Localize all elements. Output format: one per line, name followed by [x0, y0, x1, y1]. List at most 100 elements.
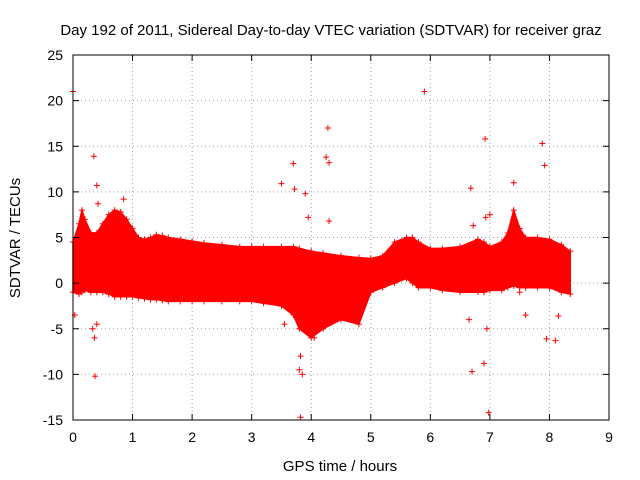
outlier-point	[541, 162, 548, 169]
envelope-point	[165, 298, 172, 305]
outlier-point	[466, 316, 473, 323]
envelope-point	[236, 298, 243, 305]
outlier-point	[516, 289, 523, 296]
outlier-point	[278, 180, 285, 187]
envelope-point	[147, 296, 154, 303]
envelope-point	[427, 245, 434, 252]
envelope-point	[391, 239, 398, 246]
x-tick-label: 2	[188, 429, 196, 445]
envelope-point	[457, 243, 464, 250]
envelope-point	[379, 252, 386, 259]
outlier-point	[552, 337, 559, 344]
envelope-point	[486, 243, 493, 250]
outlier-point	[89, 325, 96, 332]
envelope-point	[123, 216, 130, 223]
outlier-point	[486, 211, 493, 218]
envelope-point	[534, 284, 541, 291]
envelope-point	[117, 208, 124, 215]
envelope-point	[75, 220, 82, 227]
envelope-point	[480, 239, 487, 246]
envelope-point	[338, 316, 344, 323]
envelope-point	[105, 291, 112, 298]
outlier-point	[302, 190, 309, 197]
outlier-point	[281, 321, 288, 328]
envelope-point	[403, 275, 410, 282]
outlier-point	[93, 182, 100, 189]
outlier-point	[326, 218, 333, 225]
envelope-point	[534, 234, 541, 241]
outlier-point	[296, 366, 303, 373]
envelope-point	[427, 284, 434, 291]
y-tick-label: 5	[55, 230, 63, 246]
envelope-point	[290, 243, 297, 250]
outlier-point	[421, 88, 428, 95]
envelope-point	[522, 234, 529, 241]
envelope-point	[504, 229, 511, 236]
envelope-point	[415, 284, 422, 291]
envelope-point	[290, 312, 297, 319]
envelope-point	[78, 207, 85, 214]
envelope-point	[379, 284, 386, 291]
envelope-point	[260, 243, 267, 250]
outlier-point	[539, 140, 546, 147]
envelope-point	[159, 297, 166, 304]
envelope-point	[189, 238, 196, 245]
x-tick-label: 4	[307, 429, 315, 445]
y-axis-label: SDTVAR / TECUs	[7, 178, 24, 298]
envelope-point	[87, 229, 94, 236]
envelope-point	[320, 325, 327, 332]
envelope-point	[558, 289, 565, 296]
outlier-point	[95, 200, 102, 207]
envelope-point	[260, 300, 267, 307]
outlier-point	[291, 186, 298, 193]
envelope-point	[129, 225, 136, 232]
envelope-point	[236, 243, 243, 250]
outlier-point	[482, 214, 489, 221]
outlier-point	[543, 335, 550, 342]
envelope-point	[409, 280, 416, 287]
envelope-point	[99, 220, 106, 227]
outlier-point	[297, 353, 304, 360]
envelope-point	[93, 229, 100, 236]
envelope-point	[308, 248, 315, 255]
data-points	[70, 88, 574, 421]
envelope-point	[248, 298, 255, 305]
outlier-point	[290, 160, 297, 167]
x-tick-label: 3	[248, 429, 256, 445]
y-tick-label: -10	[43, 366, 63, 382]
envelope-point	[99, 289, 106, 296]
y-tick-label: 25	[47, 47, 63, 63]
envelope-point	[177, 236, 184, 243]
outlier-point	[299, 371, 306, 378]
envelope-point	[558, 241, 565, 248]
envelope-point	[135, 294, 142, 301]
y-tick-label: 20	[47, 93, 63, 109]
outlier-point	[482, 135, 489, 142]
envelope-point	[296, 245, 303, 252]
outlier-point	[470, 222, 477, 229]
envelope-point	[105, 211, 112, 218]
envelope-point	[567, 248, 574, 255]
outlier-point	[483, 325, 490, 332]
envelope-point	[355, 321, 362, 328]
y-tick-label: -15	[43, 412, 63, 428]
y-tick-label: 10	[47, 184, 63, 200]
outlier-point	[469, 368, 476, 375]
outlier-point	[93, 321, 100, 328]
outlier-point	[323, 154, 330, 161]
envelope-point	[87, 289, 94, 296]
envelope-point	[278, 302, 285, 309]
envelope-point	[415, 239, 422, 246]
y-tick-label: 15	[47, 138, 63, 154]
envelope-point	[93, 289, 100, 296]
envelope-point	[165, 234, 172, 241]
envelope-point	[141, 236, 148, 243]
outlier-point	[510, 179, 517, 186]
x-tick-label: 5	[367, 429, 375, 445]
outlier-point	[92, 373, 99, 380]
outlier-point	[297, 414, 304, 421]
envelope-point	[153, 231, 160, 238]
x-axis-label: GPS time / hours	[283, 458, 397, 475]
envelope-point	[480, 289, 487, 296]
